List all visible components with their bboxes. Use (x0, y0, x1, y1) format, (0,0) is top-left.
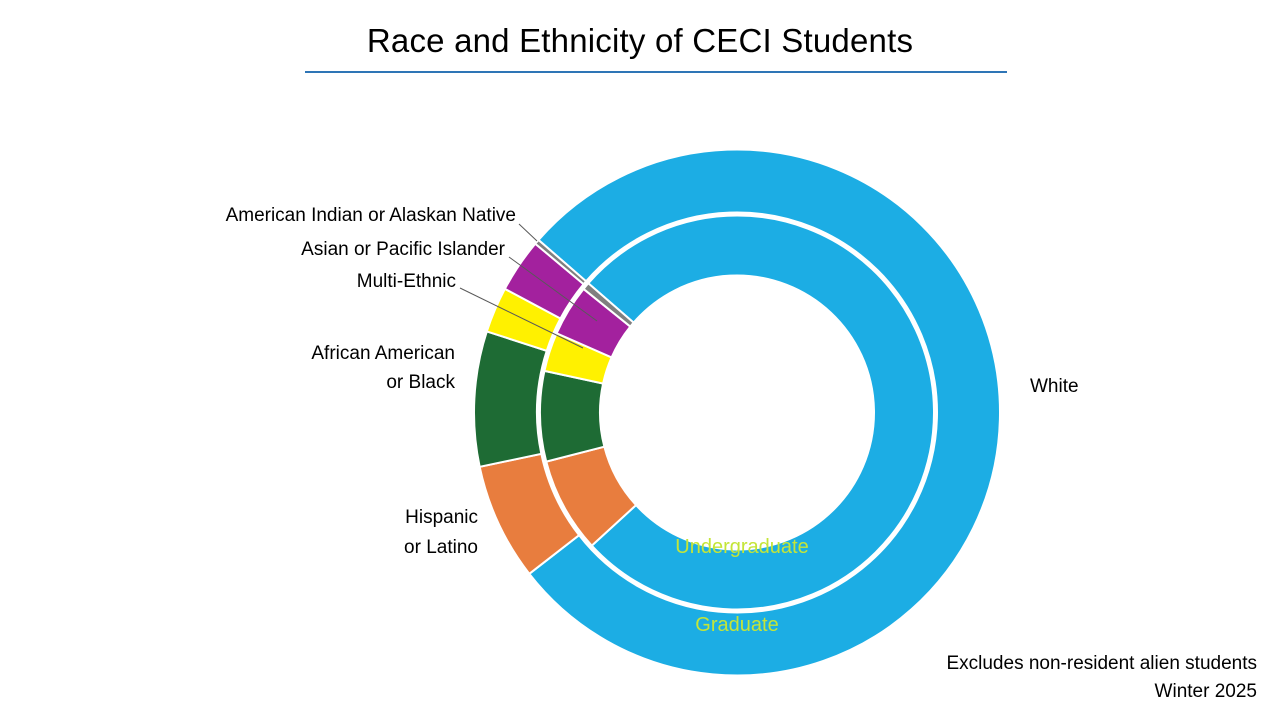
label-multi-ethnic: Multi-Ethnic (356, 271, 456, 292)
leader-line-asian (508, 256, 598, 322)
label-american-indian: American Indian or Alaskan Native (225, 205, 516, 226)
donut-slices (473, 148, 1001, 677)
label-hispanic-latino: Hispanic or Latino (404, 503, 478, 563)
footnote-line1: Excludes non-resident alien students (946, 653, 1257, 674)
page-title: Race and Ethnicity of CECI Students (366, 22, 914, 59)
footnote-line2: Winter 2025 (1154, 681, 1257, 702)
slice-undergraduate-african-american-or-black (539, 369, 606, 463)
label-hispanic-line1: Hispanic (405, 507, 478, 528)
label-asian-pacific-islander: Asian or Pacific Islander (301, 239, 505, 260)
label-african-american: African American or Black (311, 339, 455, 397)
label-hispanic-line2: or Latino (404, 537, 478, 558)
label-ring-undergraduate: Undergraduate (675, 536, 809, 558)
slice-graduate-american-indian-or-alaskan-native (533, 238, 588, 286)
label-ring-graduate: Graduate (695, 614, 779, 636)
slice-graduate-white (527, 148, 1001, 677)
title-underline (305, 71, 1007, 73)
label-african-american-line1: African American (311, 343, 455, 364)
slice-graduate-african-american-or-black (473, 330, 549, 469)
slice-undergraduate-white (586, 214, 935, 611)
leader-line-american-indian (518, 223, 538, 242)
label-african-american-line2: or Black (386, 372, 455, 393)
leader-lines (459, 223, 598, 349)
slice-undergraduate-american-indian-or-alaskan-native (582, 281, 636, 328)
label-white: White (1030, 376, 1079, 397)
footnote: Excludes non-resident alien students Win… (946, 650, 1257, 706)
leader-line-multi-ethnic (459, 287, 584, 349)
